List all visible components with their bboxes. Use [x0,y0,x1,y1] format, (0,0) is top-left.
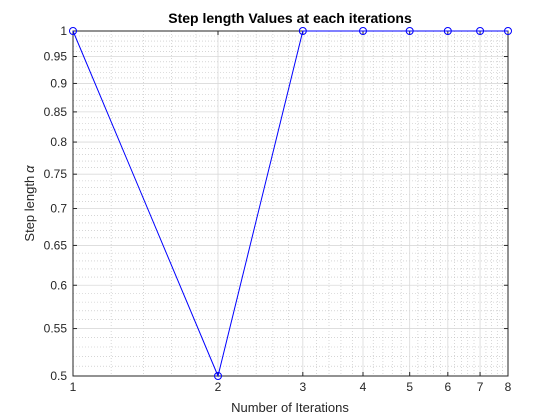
x-tick-label: 8 [505,380,512,394]
series-line [72,30,508,378]
y-tick-label: 0.85 [44,105,68,119]
x-tick-label: 2 [215,380,222,394]
plot-frame [72,30,509,377]
x-axis-ticks: 1 2 3 4 5 6 7 8 [70,31,512,394]
y-tick-label: 0.9 [50,76,67,90]
x-tick-label: 5 [406,380,413,394]
series-group [69,27,512,380]
y-axis-label-text: Step length [22,176,37,242]
y-axis-ticks: 0.5 0.55 0.6 0.65 0.7 0.75 0.8 0.85 0.9 0.95 1 [44,24,508,383]
data-point-marker [504,27,512,35]
y-tick-label: 0.8 [50,135,67,149]
data-point-marker [476,27,485,35]
data-point-marker [69,27,77,35]
x-tick-label: 3 [299,380,306,394]
x-tick-label: 6 [444,380,451,394]
data-point-marker [298,27,307,35]
data-point-marker [359,27,367,35]
y-tick-label: 0.7 [50,202,67,216]
y-tick-label: 1 [60,24,67,38]
y-axis-label-symbol: α [22,165,37,173]
data-point-marker [443,27,452,35]
chart-title: Step length Values at each iterations [168,10,412,26]
y-tick-label: 0.5 [50,369,67,383]
x-axis-label: Number of Iterations [231,400,349,415]
data-point-marker [214,372,222,380]
x-tick-label: 1 [70,380,77,394]
y-tick-label: 0.55 [44,322,68,336]
data-point-marker [405,27,414,35]
y-tick-label: 0.6 [50,278,67,292]
x-tick-label: 4 [360,380,367,394]
y-tick-label: 0.65 [44,238,68,252]
y-tick-label: 0.95 [44,50,68,64]
minor-grid [73,31,508,376]
x-tick-label: 7 [477,380,484,394]
y-tick-label: 0.75 [44,167,68,181]
y-axis-label: Step length α [22,165,37,242]
